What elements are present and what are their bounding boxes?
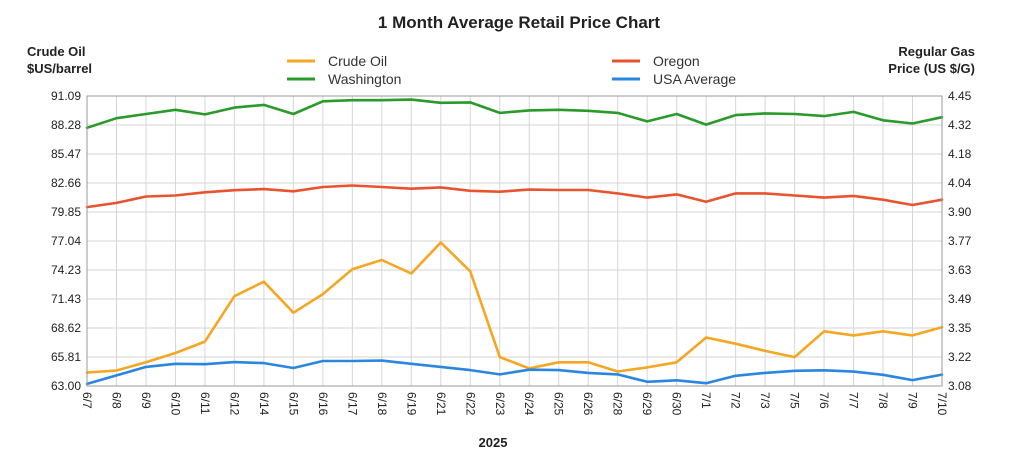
x-tick-label: 7/3	[758, 392, 772, 409]
x-tick-label: 6/30	[670, 392, 684, 416]
legend-label-usa-average: USA Average	[653, 71, 736, 87]
left-tick-label: 68.62	[51, 321, 81, 335]
left-tick-label: 65.81	[51, 350, 81, 364]
x-tick-label: 6/19	[404, 392, 418, 416]
x-tick-label: 6/12	[227, 392, 241, 416]
x-tick-label: 6/9	[139, 392, 153, 409]
x-tick-label: 7/8	[876, 392, 890, 409]
left-tick-label: 91.09	[51, 89, 81, 103]
x-axis-ticks: 6/7 6/8 6/9 6/10 6/11 6/12 6/14 6/15 6/16 6/17 6/1…	[80, 392, 949, 416]
x-tick-label: 7/7	[847, 392, 861, 409]
chart-title: 1 Month Average Retail Price Chart	[378, 13, 660, 32]
x-tick-label: 7/10	[935, 392, 949, 416]
x-tick-label: 6/14	[257, 392, 271, 416]
x-tick-label: 6/24	[522, 392, 536, 416]
left-axis-ticks: 91.09 88.28 85.47 82.66 79.85 77.04 74.23 71.43…	[51, 89, 81, 393]
right-tick-label: 3.90	[948, 205, 972, 219]
x-tick-label: 6/28	[611, 392, 625, 416]
series-line-crude-oil	[85, 241, 944, 374]
left-tick-label: 88.28	[51, 118, 81, 132]
legend-label-washington: Washington	[328, 71, 401, 87]
x-tick-label: 6/29	[640, 392, 654, 416]
x-tick-label: 6/23	[493, 392, 507, 416]
x-tick-label: 6/7	[80, 392, 94, 409]
x-axis-title: 2025	[479, 435, 508, 450]
series-line-oregon	[85, 184, 944, 209]
x-tick-label: 6/18	[375, 392, 389, 416]
x-tick-label: 6/8	[109, 392, 123, 409]
x-tick-label: 7/2	[729, 392, 743, 409]
right-tick-label: 3.77	[948, 234, 972, 248]
x-tick-label: 6/15	[286, 392, 300, 416]
x-tick-label: 6/22	[463, 392, 477, 416]
x-tick-label: 6/10	[168, 392, 182, 416]
x-tick-label: 6/26	[581, 392, 595, 416]
legend: Crude Oil Washington Oregon USA Average	[287, 53, 736, 87]
right-tick-label: 4.45	[948, 89, 972, 103]
left-tick-label: 79.85	[51, 205, 81, 219]
x-tick-label: 6/11	[198, 392, 212, 415]
x-tick-label: 7/1	[699, 392, 713, 409]
legend-label-oregon: Oregon	[653, 53, 700, 69]
right-tick-label: 3.49	[948, 292, 972, 306]
x-tick-label: 7/5	[788, 392, 802, 409]
right-tick-label: 4.18	[948, 147, 972, 161]
x-tick-label: 6/21	[434, 392, 448, 416]
left-axis-title-line1: Crude Oil	[27, 44, 86, 59]
series-lines	[85, 98, 944, 386]
x-tick-label: 6/17	[345, 392, 359, 416]
legend-label-crude-oil: Crude Oil	[328, 53, 387, 69]
right-tick-label: 3.63	[948, 263, 972, 277]
left-tick-label: 85.47	[51, 147, 81, 161]
right-tick-label: 4.04	[948, 176, 972, 190]
left-tick-label: 77.04	[51, 234, 81, 248]
plot-frame	[86, 95, 943, 387]
x-tick-label: 7/6	[817, 392, 831, 409]
right-tick-label: 3.35	[948, 321, 972, 335]
series-line-washington	[85, 98, 944, 130]
left-axis-title-line2: $US/barrel	[27, 61, 92, 76]
right-tick-label: 4.32	[948, 118, 972, 132]
x-tick-label: 6/16	[316, 392, 330, 416]
x-tick-label: 7/9	[906, 392, 920, 409]
right-tick-label: 3.22	[948, 350, 972, 364]
left-tick-label: 74.23	[51, 263, 81, 277]
series-line-usa-average	[85, 359, 944, 386]
right-axis-ticks: 4.45 4.32 4.18 4.04 3.90 3.77 3.63 3.49 3.35 3.22…	[948, 89, 972, 393]
right-tick-label: 3.08	[948, 379, 972, 393]
right-axis-title-line2: Price (US $/G)	[888, 61, 975, 76]
x-tick-label: 6/25	[552, 392, 566, 416]
right-axis-title-line1: Regular Gas	[898, 44, 975, 59]
left-tick-label: 82.66	[51, 176, 81, 190]
left-tick-label: 71.43	[51, 292, 81, 306]
left-tick-label: 63.00	[51, 379, 81, 393]
